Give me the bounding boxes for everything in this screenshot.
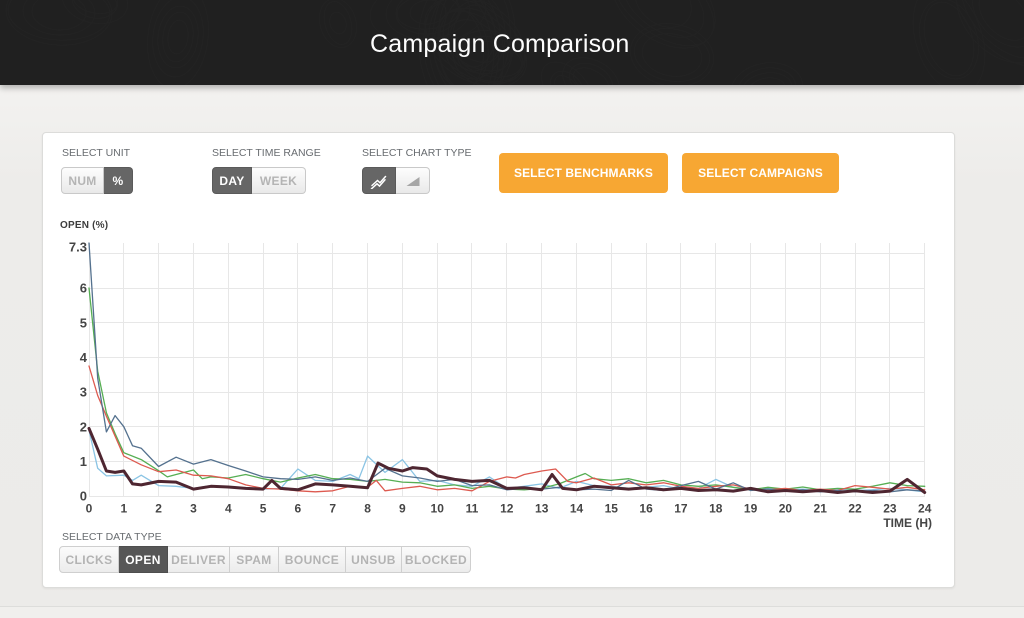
svg-text:1: 1	[120, 502, 127, 516]
svg-text:9: 9	[399, 502, 406, 516]
svg-text:5: 5	[80, 315, 87, 330]
svg-text:TIME (H): TIME (H)	[883, 516, 932, 530]
svg-text:2: 2	[155, 502, 162, 516]
svg-text:3: 3	[190, 502, 197, 516]
svg-text:12: 12	[500, 502, 514, 516]
svg-text:14: 14	[570, 502, 584, 516]
svg-text:2: 2	[80, 419, 87, 434]
svg-text:19: 19	[744, 502, 758, 516]
svg-text:4: 4	[80, 350, 88, 365]
svg-text:0: 0	[86, 502, 93, 516]
svg-text:8: 8	[364, 502, 371, 516]
svg-text:23: 23	[883, 502, 897, 516]
svg-text:1: 1	[80, 454, 87, 469]
svg-text:16: 16	[639, 502, 653, 516]
svg-text:4: 4	[225, 502, 232, 516]
svg-text:24: 24	[918, 502, 932, 516]
svg-text:13: 13	[535, 502, 549, 516]
svg-text:6: 6	[80, 281, 87, 296]
svg-text:17: 17	[674, 502, 688, 516]
svg-text:11: 11	[466, 502, 479, 516]
svg-text:7: 7	[329, 502, 336, 516]
svg-text:21: 21	[814, 502, 828, 516]
svg-text:3: 3	[80, 385, 87, 400]
svg-text:0: 0	[80, 489, 87, 504]
svg-text:7.3: 7.3	[69, 239, 87, 254]
svg-text:6: 6	[295, 502, 302, 516]
svg-text:5: 5	[260, 502, 267, 516]
svg-text:18: 18	[709, 502, 723, 516]
svg-text:10: 10	[431, 502, 445, 516]
svg-text:20: 20	[779, 502, 793, 516]
svg-text:22: 22	[848, 502, 862, 516]
svg-text:15: 15	[605, 502, 619, 516]
